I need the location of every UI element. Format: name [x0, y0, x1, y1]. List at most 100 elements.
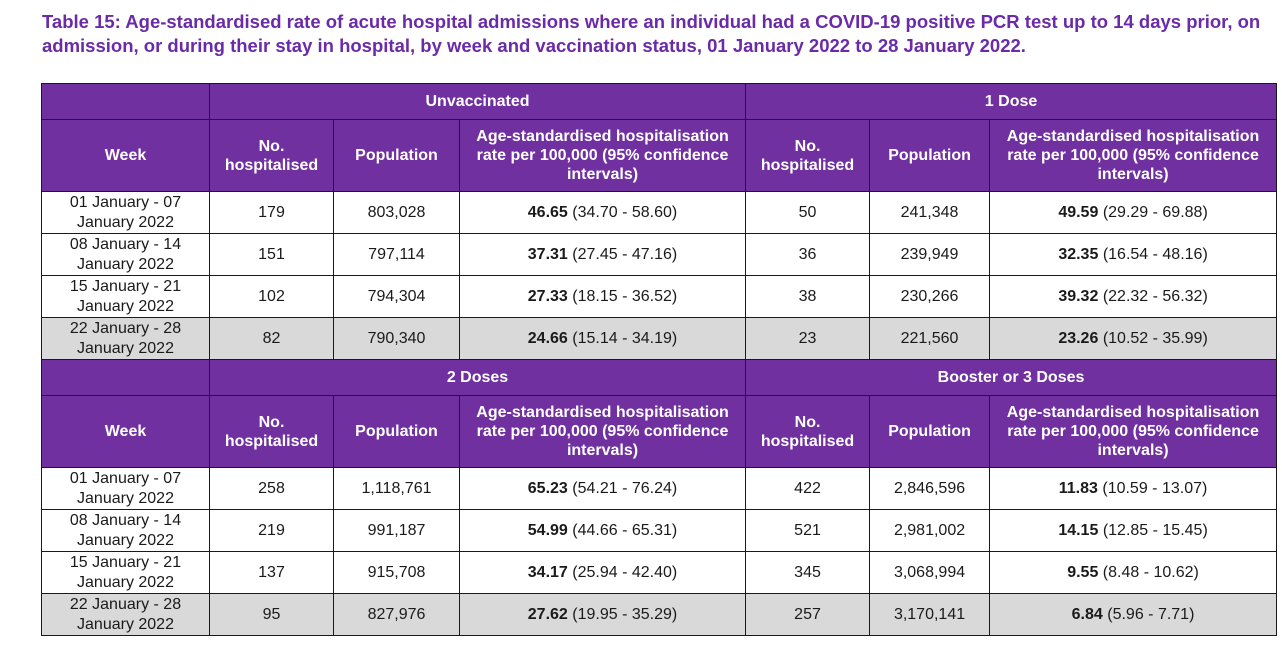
no-hospitalised-cell: 137 — [209, 551, 334, 594]
population-cell: 241,348 — [869, 191, 991, 234]
population-cell: 1,118,761 — [333, 467, 460, 510]
week-cell: 22 January - 28 January 2022 — [41, 593, 210, 636]
rate-cell: 9.55 (8.48 - 10.62) — [989, 551, 1278, 594]
week-cell: 01 January - 07 January 2022 — [41, 467, 210, 510]
table-row: 01 January - 07 January 2022 179 803,028 46… — [41, 191, 1278, 234]
group-header-right: 1 Dose — [745, 83, 1278, 120]
confidence-interval: (5.96 - 7.71) — [1107, 606, 1195, 623]
population-cell: 827,976 — [333, 593, 460, 636]
population-cell: 2,846,596 — [869, 467, 991, 510]
rate-cell: 27.62 (19.95 - 35.29) — [458, 593, 747, 636]
rate-cell: 32.35 (16.54 - 48.16) — [989, 233, 1278, 276]
rate-value: 6.84 — [1071, 606, 1103, 623]
confidence-interval: (18.15 - 36.52) — [572, 288, 678, 305]
rate-value: 37.31 — [527, 246, 568, 263]
week-cell: 08 January - 14 January 2022 — [41, 233, 210, 276]
rate-cell: 24.66 (15.14 - 34.19) — [458, 317, 747, 360]
column-header-population: Population — [869, 395, 991, 468]
column-header-population: Population — [869, 119, 991, 192]
confidence-interval: (29.29 - 69.88) — [1102, 204, 1208, 221]
confidence-interval: (27.45 - 47.16) — [572, 246, 678, 263]
week-cell: 15 January - 21 January 2022 — [41, 551, 210, 594]
column-header-week: Week — [41, 119, 210, 192]
rate-value: 14.15 — [1058, 522, 1099, 539]
rate-value: 24.66 — [527, 330, 568, 347]
confidence-interval: (54.21 - 76.24) — [572, 480, 678, 497]
table-row: 08 January - 14 January 2022 219 991,187 54… — [41, 509, 1278, 552]
no-hospitalised-cell: 36 — [745, 233, 871, 276]
population-cell: 794,304 — [333, 275, 460, 318]
column-header-no-hospitalised: No. hospitalised — [209, 119, 334, 192]
confidence-interval: (15.14 - 34.19) — [572, 330, 678, 347]
no-hospitalised-cell: 345 — [745, 551, 871, 594]
table-row: 15 January - 21 January 2022 137 915,708 34… — [41, 551, 1278, 594]
confidence-interval: (10.59 - 13.07) — [1102, 480, 1208, 497]
confidence-interval: (34.70 - 58.60) — [572, 204, 678, 221]
population-cell: 3,170,141 — [869, 593, 991, 636]
rate-value: 9.55 — [1067, 564, 1099, 581]
group-header-row: 2 Doses Booster or 3 Doses — [41, 359, 1278, 396]
confidence-interval: (8.48 - 10.62) — [1102, 564, 1199, 581]
rate-cell: 34.17 (25.94 - 42.40) — [458, 551, 747, 594]
rate-value: 11.83 — [1058, 480, 1098, 497]
table-title: Table 15: Age-standardised rate of acute… — [42, 11, 1261, 56]
population-cell: 790,340 — [333, 317, 460, 360]
rate-value: 27.62 — [527, 606, 568, 623]
population-cell: 991,187 — [333, 509, 460, 552]
table-row: 22 January - 28 January 2022 95 827,976 27.… — [41, 593, 1278, 636]
column-header-week: Week — [41, 395, 210, 468]
column-header-no-hospitalised: No. hospitalised — [745, 395, 871, 468]
rate-cell: 23.26 (10.52 - 35.99) — [989, 317, 1278, 360]
week-cell: 08 January - 14 January 2022 — [41, 509, 210, 552]
rate-value: 49.59 — [1058, 204, 1099, 221]
group-header-row: Unvaccinated 1 Dose — [41, 83, 1278, 120]
table-row: 22 January - 28 January 2022 82 790,340 24.… — [41, 317, 1278, 360]
confidence-interval: (22.32 - 56.32) — [1102, 288, 1208, 305]
column-header-row: Week No. hospitalised Population Age-standa… — [41, 395, 1278, 468]
rate-cell: 46.65 (34.70 - 58.60) — [458, 191, 747, 234]
rate-cell: 65.23 (54.21 - 76.24) — [458, 467, 747, 510]
rate-cell: 14.15 (12.85 - 15.45) — [989, 509, 1278, 552]
week-cell: 01 January - 07 January 2022 — [41, 191, 210, 234]
population-cell: 239,949 — [869, 233, 991, 276]
group-header-blank — [41, 83, 210, 120]
column-header-no-hospitalised: No. hospitalised — [209, 395, 334, 468]
column-header-rate: Age-standardised hospitalisation rate pe… — [989, 119, 1278, 192]
no-hospitalised-cell: 257 — [745, 593, 871, 636]
population-cell: 803,028 — [333, 191, 460, 234]
confidence-interval: (10.52 - 35.99) — [1102, 330, 1208, 347]
week-cell: 15 January - 21 January 2022 — [41, 275, 210, 318]
no-hospitalised-cell: 521 — [745, 509, 871, 552]
confidence-interval: (19.95 - 35.29) — [572, 606, 678, 623]
table-row: 08 January - 14 January 2022 151 797,114 37… — [41, 233, 1278, 276]
table-row: 15 January - 21 January 2022 102 794,304 27… — [41, 275, 1278, 318]
rate-cell: 49.59 (29.29 - 69.88) — [989, 191, 1278, 234]
no-hospitalised-cell: 95 — [209, 593, 334, 636]
rate-value: 34.17 — [527, 564, 568, 581]
no-hospitalised-cell: 258 — [209, 467, 334, 510]
no-hospitalised-cell: 422 — [745, 467, 871, 510]
rate-cell: 39.32 (22.32 - 56.32) — [989, 275, 1278, 318]
rate-value: 32.35 — [1058, 246, 1099, 263]
column-header-population: Population — [333, 119, 460, 192]
no-hospitalised-cell: 151 — [209, 233, 334, 276]
confidence-interval: (25.94 - 42.40) — [572, 564, 678, 581]
confidence-interval: (12.85 - 15.45) — [1102, 522, 1208, 539]
rate-cell: 54.99 (44.66 - 65.31) — [458, 509, 747, 552]
rate-value: 27.33 — [527, 288, 568, 305]
column-header-population: Population — [333, 395, 460, 468]
rate-value: 65.23 — [527, 480, 568, 497]
confidence-interval: (44.66 - 65.31) — [572, 522, 678, 539]
confidence-interval: (16.54 - 48.16) — [1102, 246, 1208, 263]
table-row: 01 January - 07 January 2022 258 1,118,761… — [41, 467, 1278, 510]
hospital-admissions-table: Unvaccinated 1 Dose Week No. hospitalised Po… — [41, 83, 1278, 636]
rate-value: 23.26 — [1058, 330, 1099, 347]
no-hospitalised-cell: 219 — [209, 509, 334, 552]
no-hospitalised-cell: 82 — [209, 317, 334, 360]
population-cell: 915,708 — [333, 551, 460, 594]
rate-cell: 6.84 (5.96 - 7.71) — [989, 593, 1278, 636]
rate-cell: 11.83 (10.59 - 13.07) — [989, 467, 1278, 510]
column-header-rate: Age-standardised hospitalisation rate pe… — [989, 395, 1278, 468]
population-cell: 230,266 — [869, 275, 991, 318]
column-header-rate: Age-standardised hospitalisation rate pe… — [458, 395, 747, 468]
